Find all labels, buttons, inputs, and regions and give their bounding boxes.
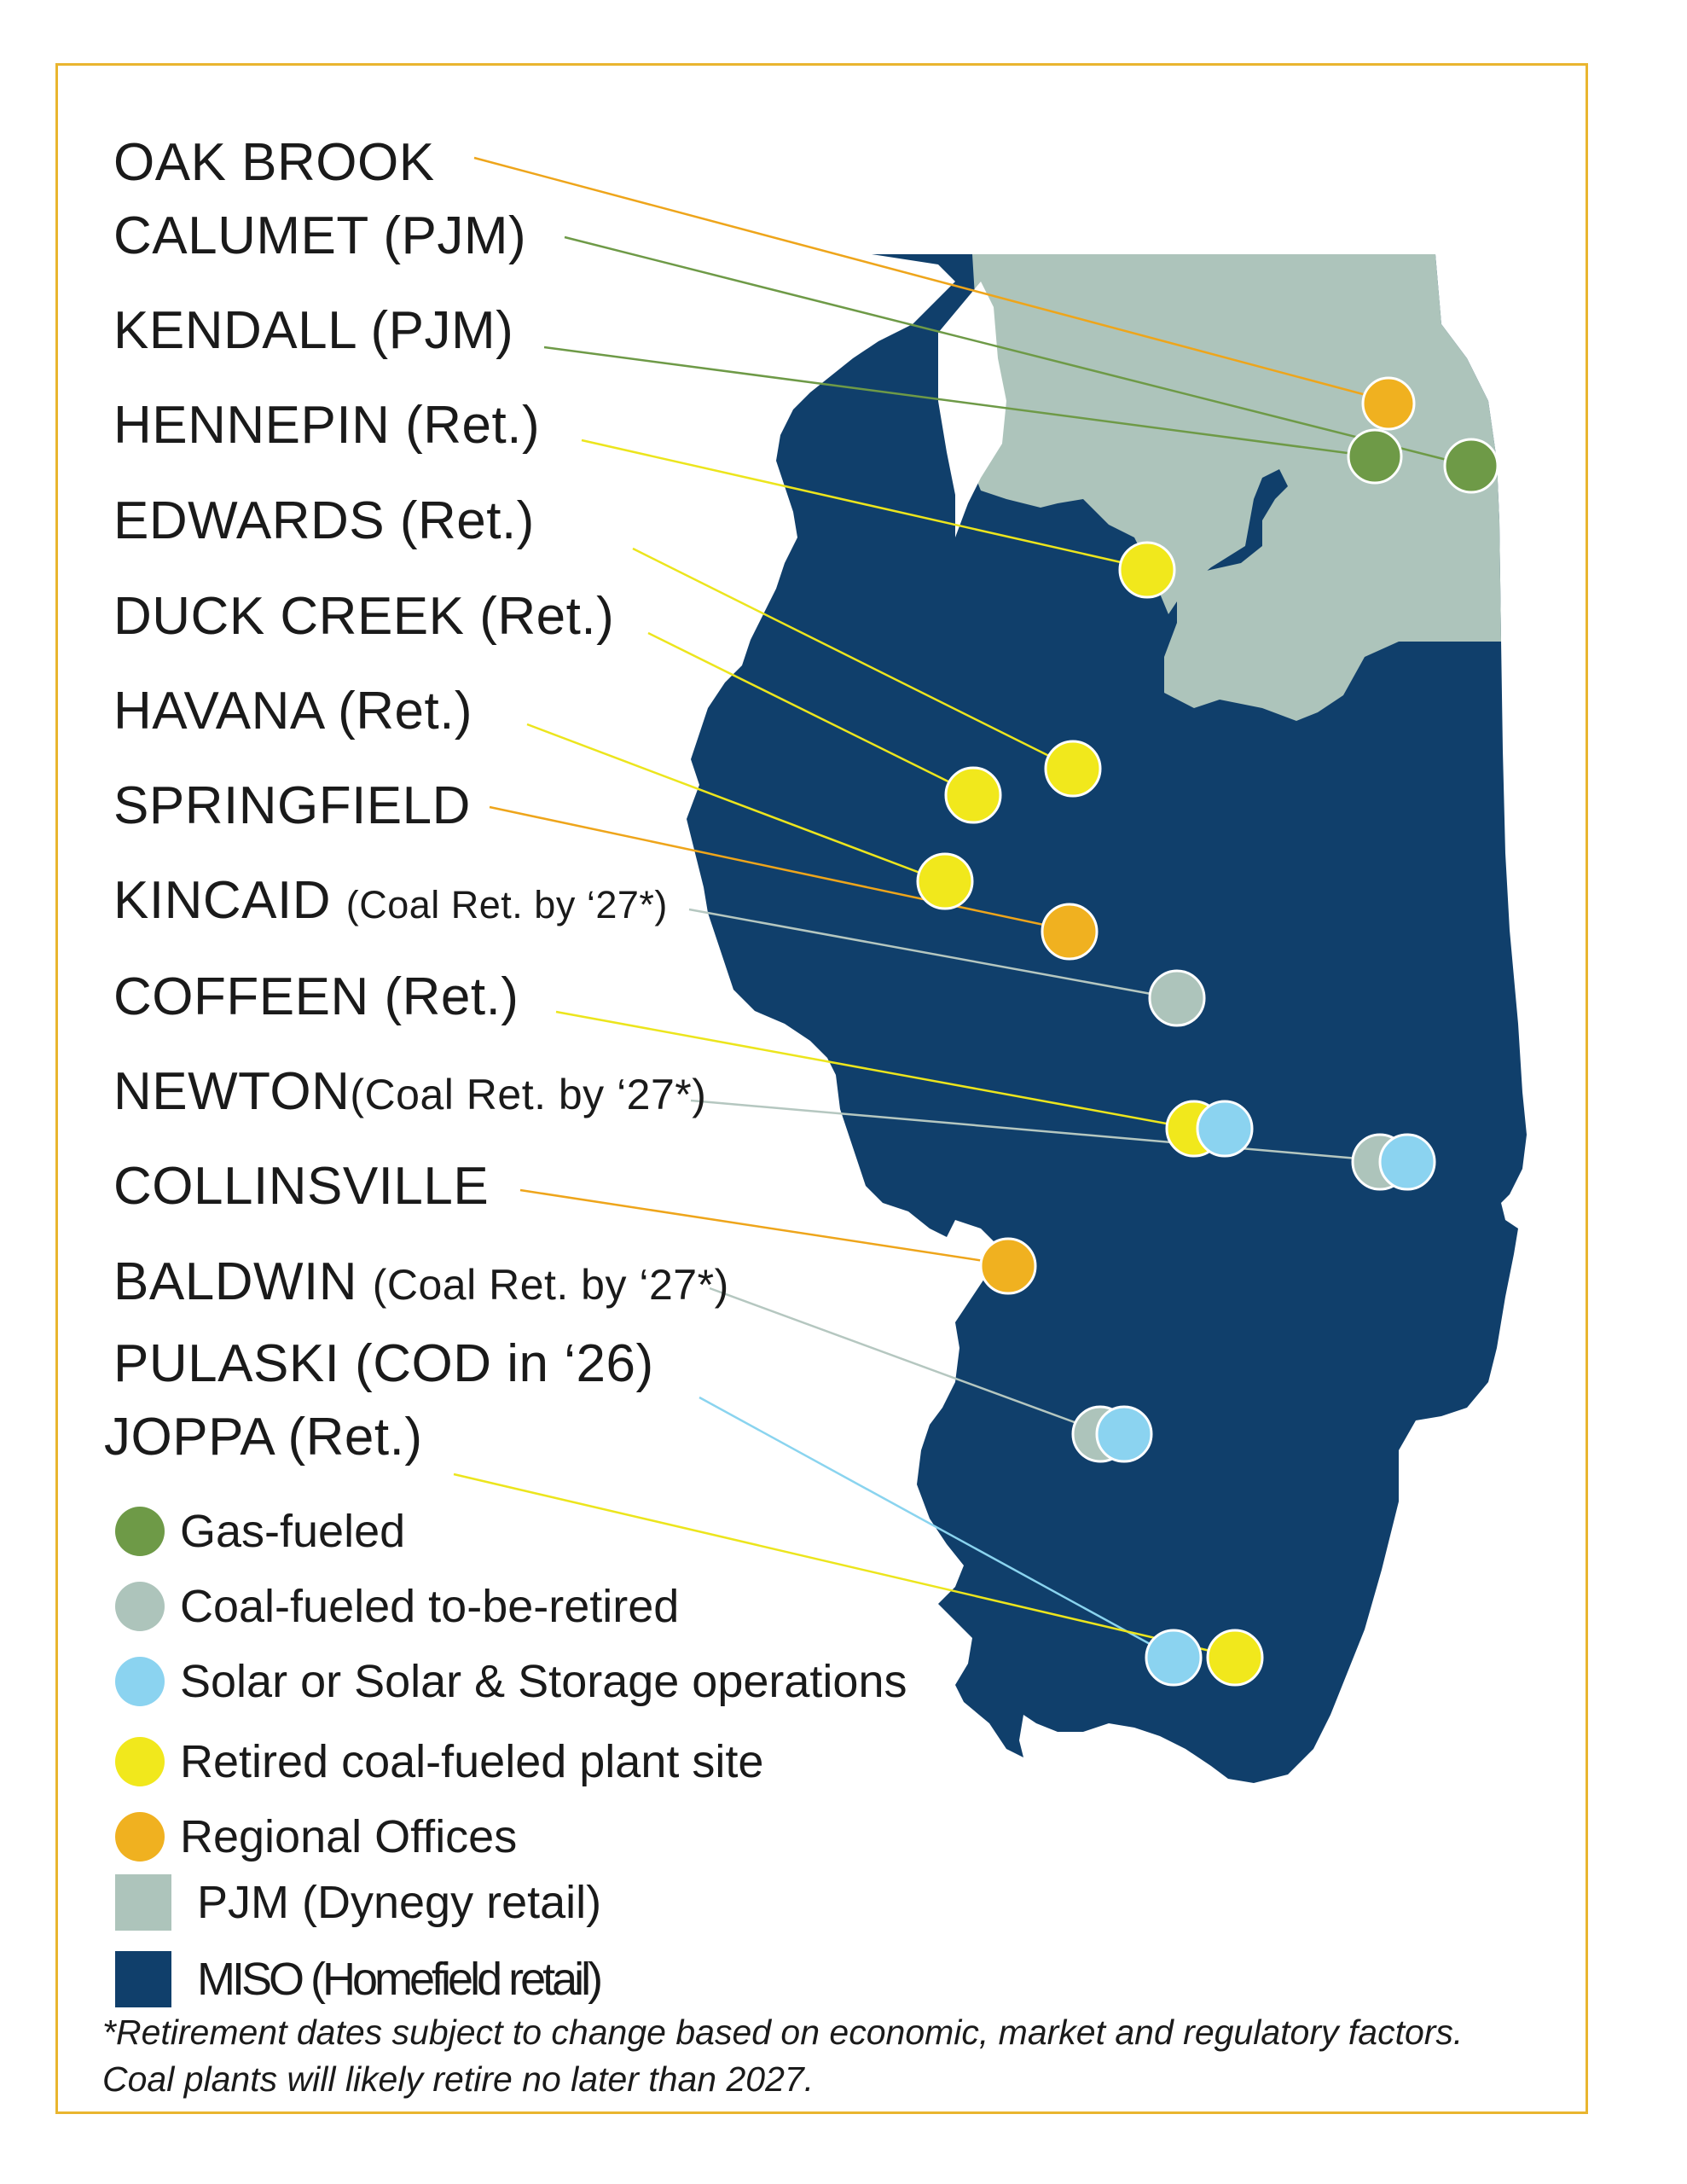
edwards-retired-marker[interactable] [1044,740,1102,798]
legend-retired: Retired coal-fueled plant site [115,1732,763,1792]
leader-line-pulaski [699,1396,1171,1657]
legend-office-dot [115,1812,165,1862]
leader-line-edwards [632,547,1074,770]
leader-line-duck-creek [647,631,973,795]
label-baldwin: BALDWIN (Coal Ret. by ‘27*) [113,1252,729,1311]
legend-retired-label: Retired coal-fueled plant site [180,1736,764,1787]
newton-solar-marker[interactable] [1378,1133,1436,1191]
kendall-gas-marker[interactable] [1347,428,1403,485]
duck-creek-retired-marker[interactable] [944,766,1002,824]
legend-solar-dot [115,1657,165,1706]
leader-line-havana [526,723,943,883]
baldwin-solar-marker[interactable] [1095,1405,1153,1463]
pjm-region [972,254,1501,721]
leader-line-kincaid [688,908,1175,1000]
legend-coal-label: Coal-fueled to-be-retired [180,1581,680,1632]
legend-office-label: Regional Offices [180,1811,518,1862]
label-hennepin: HENNEPIN (Ret.) [113,396,541,455]
footnote: *Retirement dates subject to change base… [102,2013,1464,2100]
coffeen-solar-marker[interactable] [1196,1100,1254,1158]
plant-markers [916,376,1499,1687]
oak-brook-office-marker[interactable] [1361,376,1416,431]
hennepin-retired-marker[interactable] [1118,541,1176,599]
label-springfield: SPRINGFIELD [113,776,471,835]
map-frame [55,63,1588,2114]
label-joppa: JOPPA (Ret.) [104,1408,423,1467]
joppa-retired-marker[interactable] [1206,1629,1264,1687]
label-pulaski: PULASKI (COD in ‘26) [113,1334,654,1393]
leader-line-coffeen [555,1010,1191,1130]
legend-coal-to-retire: Coal-fueled to-be-retired [115,1577,679,1636]
leader-line-newton [690,1099,1378,1162]
leader-line-calumet [564,235,1468,467]
legend-pjm: PJM (Dynegy retail) [115,1873,601,1932]
leader-line-kendall [543,346,1374,458]
legend-pjm-label: PJM (Dynegy retail) [197,1877,602,1928]
legend-pjm-swatch [115,1874,171,1931]
legend-office: Regional Offices [115,1807,517,1867]
river-notch [938,282,1006,537]
label-kincaid: KINCAID (Coal Ret. by ‘27*) [113,871,668,930]
pulaski-solar-marker[interactable] [1145,1629,1203,1687]
legend-gas: Gas-fueled [115,1502,405,1561]
leader-line-collinsville [519,1188,1007,1266]
legend-retired-dot [115,1737,165,1786]
label-havana: HAVANA (Ret.) [113,682,473,741]
leader-line-baldwin [709,1287,1105,1435]
label-collinsville: COLLINSVILLE [113,1157,490,1216]
leader-line-joppa [453,1472,1229,1657]
leader-lines [453,156,1468,1657]
leader-line-hennepin [581,439,1148,570]
label-duck-creek: DUCK CREEK (Ret.) [113,587,615,646]
legend-gas-dot [115,1507,165,1556]
havana-retired-marker[interactable] [916,852,974,910]
springfield-office-marker[interactable] [1041,903,1099,961]
legend-solar-label: Solar or Solar & Storage operations [180,1656,907,1707]
label-calumet: CALUMET (PJM) [113,206,527,265]
legend-gas-label: Gas-fueled [180,1506,406,1557]
legend-solar: Solar or Solar & Storage operations [115,1652,907,1711]
leader-line-oak-brook [473,156,1389,403]
calumet-gas-marker[interactable] [1443,438,1499,494]
label-coffeen: COFFEEN (Ret.) [113,967,519,1026]
leader-line-springfield [489,805,1069,932]
label-edwards: EDWARDS (Ret.) [113,491,535,550]
label-newton: NEWTON(Coal Ret. by ‘27*) [113,1062,707,1121]
label-kendall: KENDALL (PJM) [113,301,514,360]
kincaid-coal-marker[interactable] [1148,969,1206,1027]
collinsville-office-marker[interactable] [979,1237,1037,1295]
label-oak-brook: OAK BROOK [113,133,435,192]
legend-miso-swatch [115,1951,171,2007]
legend-miso: MISO (Homefield retail) [115,1949,603,2009]
legend-miso-label: MISO (Homefield retail) [197,1954,603,2005]
legend-coal-dot [115,1582,165,1631]
